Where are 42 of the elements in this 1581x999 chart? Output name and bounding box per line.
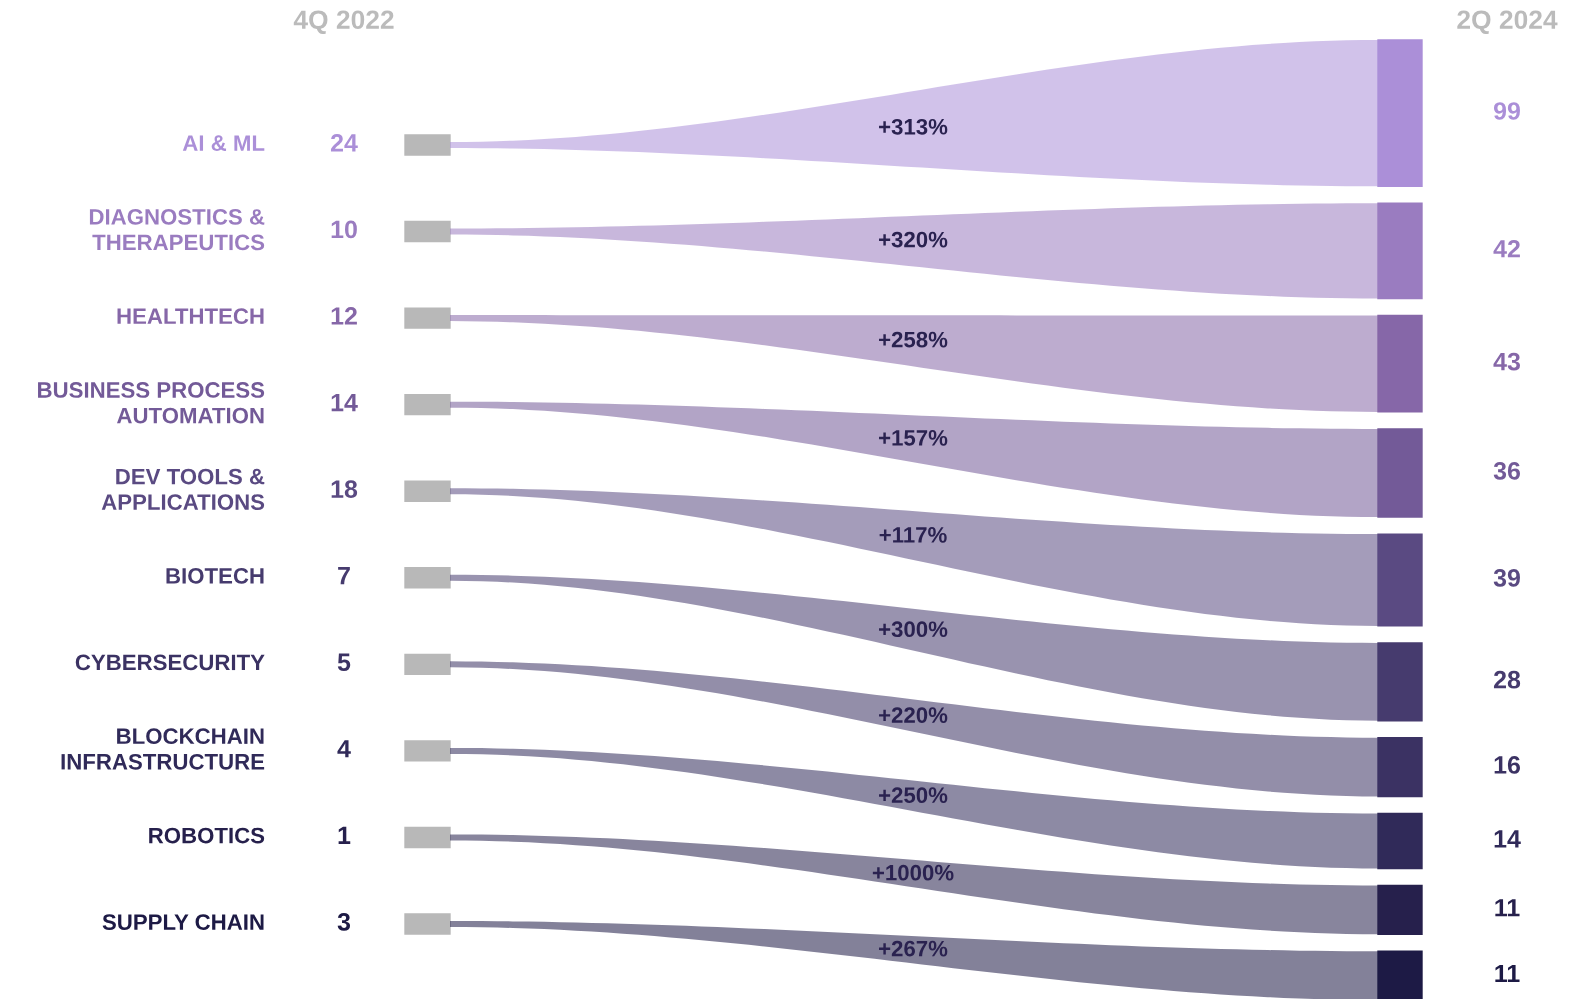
data-label: 10 — [331, 220, 357, 239]
category-label: ROBOTICS — [149, 827, 265, 844]
text: +320% — [879, 231, 948, 248]
category-label: BIOTECH — [166, 568, 264, 584]
text: +250% — [879, 787, 948, 804]
category-label: DEV TOOLS & APPLICATIONS — [101, 468, 265, 510]
text: +300% — [879, 621, 948, 638]
text: +313% — [879, 118, 948, 135]
data-label: 16 — [1494, 756, 1520, 774]
text: +220% — [879, 707, 948, 723]
data-label: 12 — [331, 307, 357, 325]
category-label: BUSINESS PROCESS AUTOMATION — [38, 382, 265, 424]
category-label: BLOCKCHAIN INFRASTRUCTURE — [61, 728, 265, 770]
data-label: 42 — [1493, 239, 1520, 258]
text: 2Q 2024 — [1457, 10, 1558, 35]
data-label: 18 — [331, 480, 358, 498]
data-label: 43 — [1493, 352, 1520, 371]
data-label: 5 — [337, 653, 351, 672]
data-label: 7 — [338, 567, 350, 585]
text: +117% — [879, 527, 947, 543]
data-label: 28 — [1493, 670, 1521, 689]
data-label: 1 — [338, 826, 351, 844]
category-label: CYBERSECURITY — [75, 654, 265, 671]
text: +267% — [879, 940, 948, 957]
text: +1000% — [872, 864, 954, 881]
category-label: DIAGNOSTICS & THERAPEUTICS — [89, 209, 265, 251]
data-label: 11 — [1495, 964, 1520, 983]
data-label: 4 — [337, 740, 351, 758]
data-label: 3 — [337, 913, 351, 931]
data-label: 14 — [331, 393, 358, 412]
category-label: HEALTHTECH — [117, 308, 264, 325]
category-label: SUPPLY CHAIN — [102, 914, 264, 930]
data-label: 99 — [1493, 102, 1520, 120]
data-label: 11 — [1495, 899, 1520, 917]
text: +258% — [879, 331, 948, 348]
text: +157% — [879, 429, 948, 446]
data-label: 14 — [1494, 830, 1521, 848]
data-label: 24 — [330, 134, 358, 152]
data-label: 39 — [1493, 569, 1520, 587]
data-label: 36 — [1493, 462, 1520, 480]
category-label: AI & ML — [182, 135, 265, 151]
legend-label: 4Q 2022 — [293, 10, 394, 35]
